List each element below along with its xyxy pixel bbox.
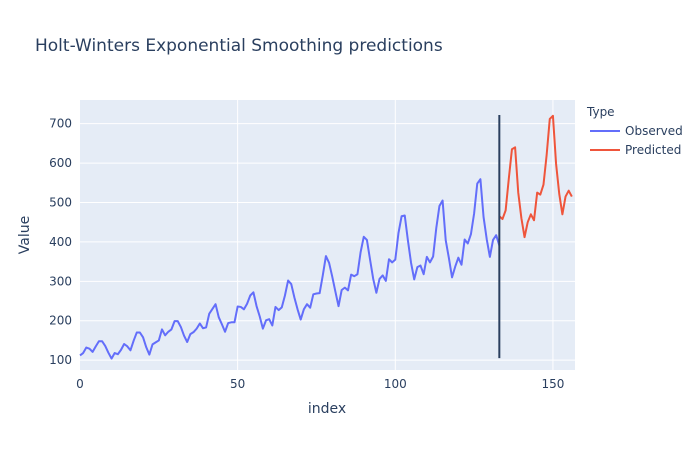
legend-label-predicted[interactable]: Predicted [625,143,681,157]
legend[interactable]: Type Observed Predicted [586,105,683,157]
legend-label-observed[interactable]: Observed [625,124,683,138]
y-tick-label: 400 [49,235,72,249]
series-lines [79,114,573,360]
plot-area [80,100,575,370]
x-tick-label: 150 [541,377,564,391]
chart-title: Holt-Winters Exponential Smoothing predi… [35,36,443,56]
legend-title: Type [586,105,615,119]
x-tick-labels: 0 50 100 150 [76,377,564,391]
x-tick-label: 0 [76,377,84,391]
y-tick-labels: 100 200 300 400 500 600 700 [49,117,72,367]
series-line-observed[interactable] [79,178,501,360]
series-line-predicted[interactable] [498,114,573,239]
x-axis-title: index [308,401,346,417]
y-tick-label: 100 [49,353,72,367]
x-tick-label: 100 [384,377,407,391]
gridlines [80,100,575,370]
y-tick-label: 500 [49,195,72,209]
y-tick-label: 700 [49,117,72,131]
y-tick-label: 300 [49,274,72,288]
x-tick-label: 50 [230,377,245,391]
y-tick-label: 200 [49,314,72,328]
y-axis-title: Value [17,216,33,254]
y-tick-label: 600 [49,156,72,170]
